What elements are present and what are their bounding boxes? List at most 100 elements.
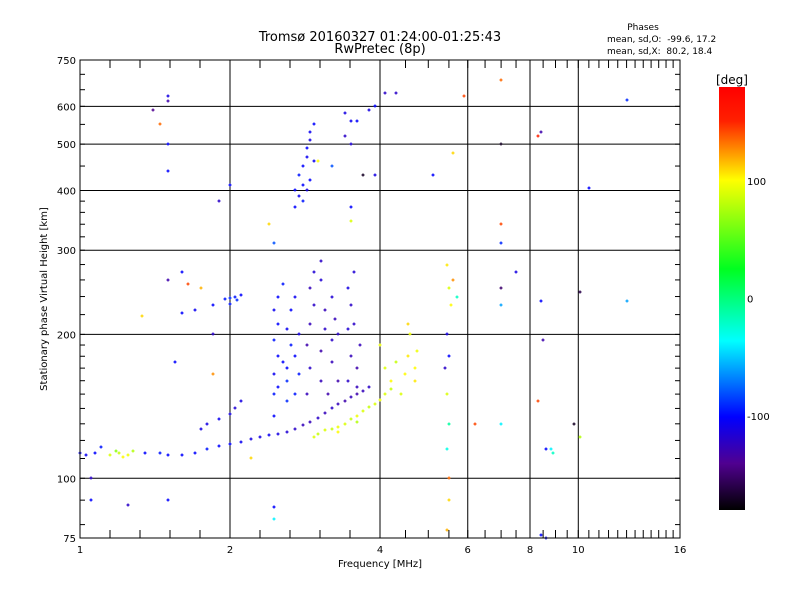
data-point <box>445 263 449 267</box>
data-point <box>323 428 327 432</box>
x-tick-labels: 1 2 4 6 8 10 16 <box>77 545 687 556</box>
data-point <box>143 451 147 455</box>
colorbar <box>719 87 745 510</box>
data-point <box>389 379 393 383</box>
data-point <box>308 130 312 134</box>
data-point <box>272 338 276 342</box>
data-point <box>166 99 170 103</box>
y-axis-label: Stationary phase Virtual Height [km] <box>39 207 50 391</box>
data-point <box>319 259 323 263</box>
data-point <box>166 142 170 146</box>
data-point <box>173 360 177 364</box>
data-point <box>285 366 289 370</box>
data-point <box>349 142 353 146</box>
y-tick-label: 75 <box>63 534 76 545</box>
data-point <box>301 183 305 187</box>
data-point <box>272 308 276 312</box>
data-point <box>445 332 449 336</box>
data-point <box>308 366 312 370</box>
data-point <box>544 447 548 451</box>
data-point <box>228 442 232 446</box>
data-point <box>445 528 449 532</box>
data-point <box>431 173 435 177</box>
data-point <box>389 387 393 391</box>
data-point <box>301 164 305 168</box>
data-point <box>217 444 221 448</box>
x-tick-label: 16 <box>674 545 687 556</box>
data-point <box>276 432 280 436</box>
data-point <box>126 503 130 507</box>
data-point <box>272 505 276 509</box>
data-point <box>180 270 184 274</box>
data-point <box>316 432 320 436</box>
data-point <box>373 402 377 406</box>
data-point <box>578 290 582 294</box>
data-point <box>355 392 359 396</box>
data-point <box>406 322 410 326</box>
data-point <box>499 303 503 307</box>
data-point <box>267 433 271 437</box>
data-point <box>551 451 555 455</box>
data-point <box>285 327 289 331</box>
data-point <box>373 173 377 177</box>
data-point <box>499 78 503 82</box>
data-point <box>272 372 276 376</box>
data-point <box>158 122 162 126</box>
data-point <box>131 449 135 453</box>
colorbar-tick-label: -100 <box>747 412 770 423</box>
data-point <box>352 322 356 326</box>
data-point <box>305 343 309 347</box>
data-point <box>193 308 197 312</box>
data-point <box>297 372 301 376</box>
data-point <box>541 338 545 342</box>
data-point <box>233 295 237 299</box>
data-point <box>239 440 243 444</box>
data-point <box>355 414 359 418</box>
data-point <box>499 286 503 290</box>
data-point <box>293 295 297 299</box>
data-point <box>140 314 144 318</box>
data-point <box>114 449 118 453</box>
data-point <box>349 354 353 358</box>
data-point <box>305 392 309 396</box>
data-point <box>349 395 353 399</box>
x-tick-label: 10 <box>572 545 585 556</box>
data-point <box>349 119 353 123</box>
x-axis-label: Frequency [MHz] <box>338 559 422 570</box>
data-point <box>126 453 130 457</box>
data-point <box>180 453 184 457</box>
y-tick-label: 400 <box>57 186 76 197</box>
data-point <box>166 169 170 173</box>
data-point <box>443 366 447 370</box>
y-tick-label: 750 <box>57 56 76 67</box>
grid <box>80 60 680 538</box>
data-point <box>117 451 121 455</box>
colorbar-tick-label: 100 <box>747 177 766 188</box>
data-point <box>239 399 243 403</box>
data-point <box>249 456 253 460</box>
data-point <box>499 241 503 245</box>
data-point <box>166 94 170 98</box>
data-point <box>447 422 451 426</box>
data-point <box>272 414 276 418</box>
data-point <box>285 430 289 434</box>
data-points <box>78 78 629 540</box>
data-point <box>308 138 312 142</box>
data-point <box>447 476 451 480</box>
data-point <box>349 303 353 307</box>
x-tick-label: 2 <box>227 545 233 556</box>
data-point <box>447 286 451 290</box>
x-tick-label: 4 <box>377 545 383 556</box>
data-point <box>293 427 297 431</box>
colorbar-tick-label: 0 <box>747 295 753 306</box>
data-point <box>312 435 316 439</box>
y-tick-label: 500 <box>57 140 76 151</box>
data-point <box>211 303 215 307</box>
data-point <box>323 327 327 331</box>
data-point <box>378 343 382 347</box>
data-point <box>394 91 398 95</box>
data-point <box>367 405 371 409</box>
data-point <box>305 155 309 159</box>
data-point <box>301 199 305 203</box>
